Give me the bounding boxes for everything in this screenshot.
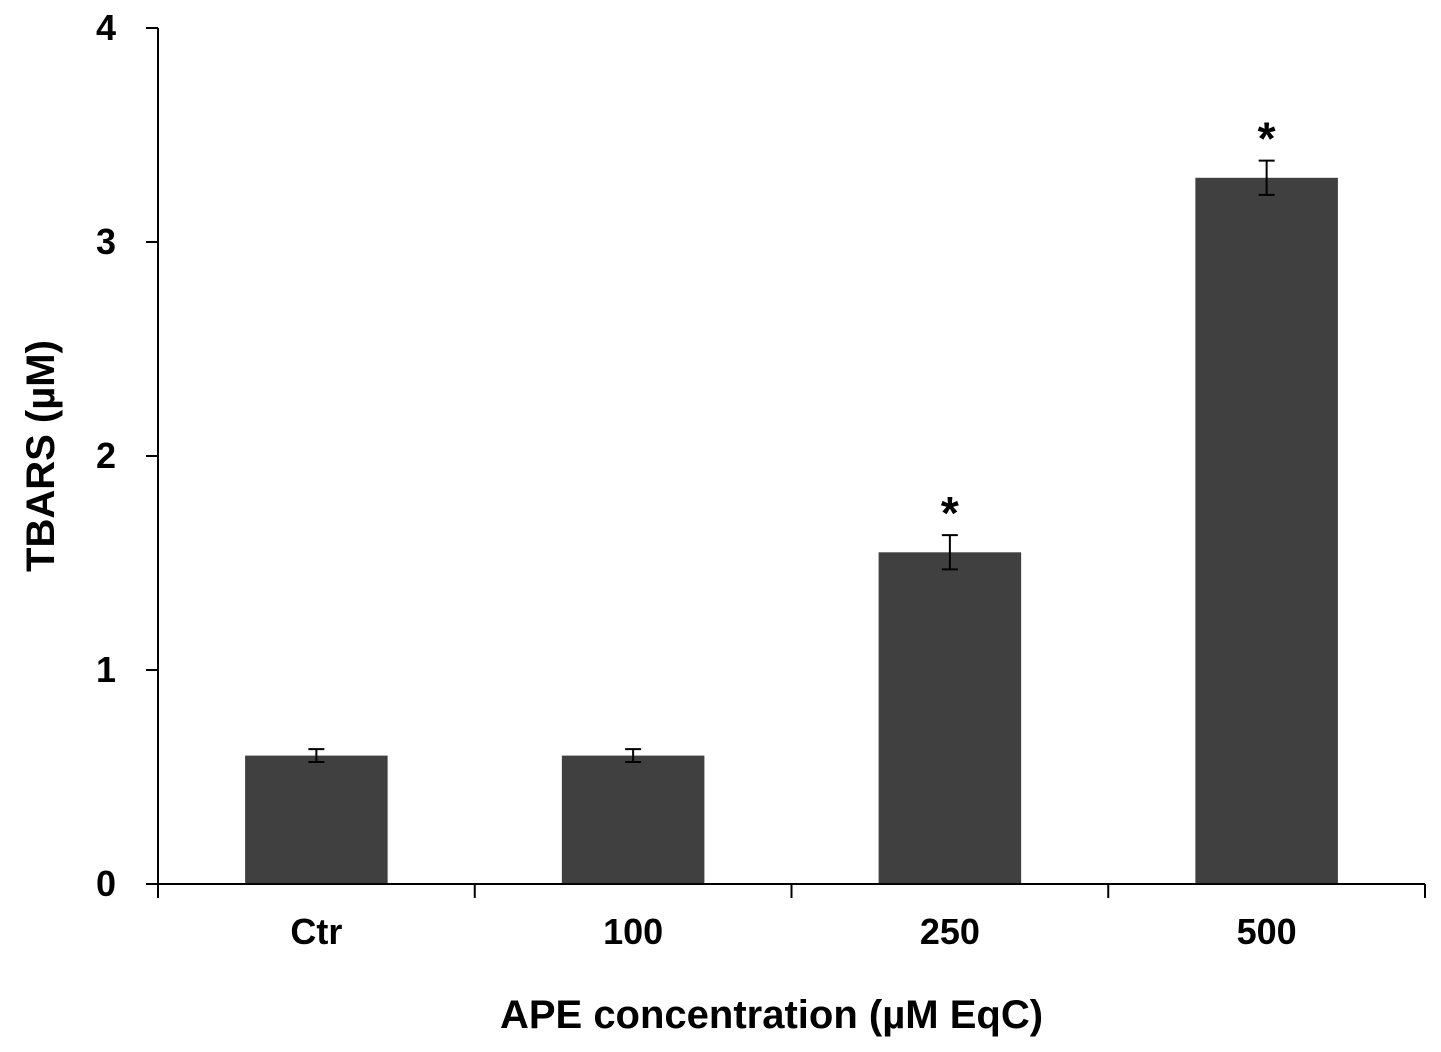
error-bar (941, 534, 958, 571)
error-bars-group (308, 159, 1275, 764)
error-bar (1258, 159, 1275, 196)
x-ticks-group: Ctr 100 250 500 (157, 884, 1426, 952)
significance-asterisk: * (1258, 113, 1276, 165)
significance-marks-group: ** (941, 113, 1276, 540)
bar-100 (561, 755, 705, 884)
y-tick-label: 3 (96, 221, 116, 262)
bars-group (245, 177, 1338, 885)
y-tick-label: 0 (96, 863, 116, 904)
y-tick-label: 1 (96, 649, 116, 690)
bar-ctr (245, 755, 388, 884)
x-tick-label: 100 (603, 911, 663, 952)
y-ticks-group: 0 1 2 3 4 (96, 7, 158, 904)
error-bar (308, 748, 325, 764)
bar-500 (1195, 177, 1338, 885)
x-tick-label: 500 (1237, 911, 1297, 952)
x-tick-label: 250 (920, 911, 980, 952)
x-axis-title: APE concentration (µM EqC) (500, 993, 1043, 1037)
bar-250 (878, 552, 1022, 884)
error-bar (625, 748, 642, 764)
y-tick-label: 2 (96, 435, 116, 476)
y-tick-label: 4 (96, 7, 116, 48)
y-axis-title: TBARS (µM) (19, 340, 63, 572)
significance-asterisk: * (941, 487, 959, 539)
x-tick-label: Ctr (290, 911, 342, 952)
